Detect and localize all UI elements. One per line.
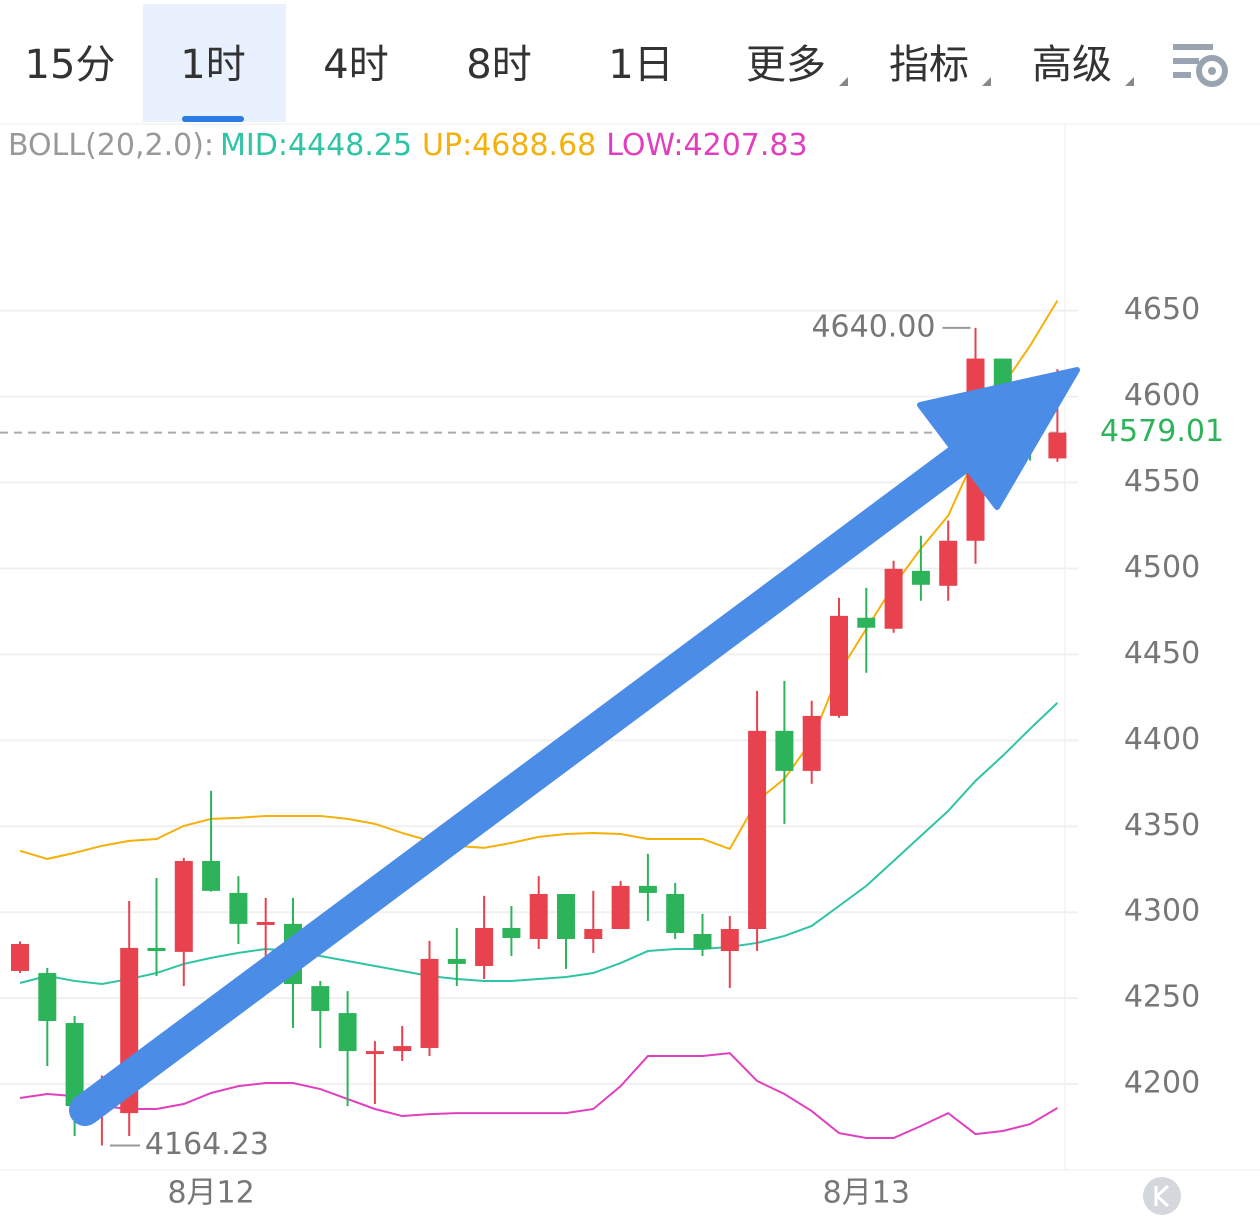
candle-body	[1048, 432, 1067, 459]
y-tick-label: 4200	[1124, 1066, 1200, 1101]
y-tick-label: 4450	[1124, 636, 1200, 671]
candle-body	[693, 934, 712, 949]
dropdown-caret	[1125, 77, 1134, 86]
tab[interactable]: 1日	[608, 42, 673, 88]
candle-body	[611, 885, 630, 930]
toolbar: 15分 1时 4时 8时 1日 更多 指标 高级	[25, 4, 1228, 122]
extreme-label: 4640.00	[811, 309, 935, 344]
trend-arrow	[69, 367, 1080, 1126]
candle-body	[557, 893, 575, 939]
settings-icon[interactable]	[1173, 44, 1228, 87]
plot	[0, 300, 1078, 1146]
y-tick-label: 4600	[1124, 378, 1200, 413]
band-mid	[19, 702, 1059, 986]
labels: 4200 4250 4300 4350 4400 4450 4500 4550 4600 4650…	[109, 292, 1260, 1211]
y-tick-label: 4250	[1124, 980, 1200, 1015]
candle-body	[802, 715, 821, 771]
tab[interactable]: 高级	[1032, 42, 1112, 88]
candle-body	[529, 893, 548, 939]
tab[interactable]: 更多	[746, 42, 826, 88]
last-price-bg	[1067, 412, 1260, 453]
candle-body	[338, 1013, 357, 1052]
extreme-label: 4164.23	[145, 1127, 269, 1162]
candle-body	[748, 730, 767, 930]
candle-body	[775, 730, 794, 771]
candle-body	[202, 860, 221, 891]
boll-legend: BOLL(20,2.0): MID:4448.25 UP:4688.68 LOW:42…	[8, 128, 808, 163]
candle-body	[830, 615, 848, 716]
candle-body	[447, 958, 466, 964]
candle-body	[502, 928, 521, 938]
tab[interactable]: 8时	[466, 42, 531, 88]
candle-body	[147, 947, 166, 952]
dropdown-caret	[982, 77, 991, 86]
candle-body	[993, 358, 1012, 389]
candle-body	[393, 1046, 412, 1052]
legend-label: BOLL(20,2.0):	[8, 128, 214, 163]
tab[interactable]: 指标	[889, 42, 969, 88]
candle-body	[666, 893, 685, 933]
y-tick-label: 4400	[1124, 722, 1200, 757]
scroll-button[interactable]	[1143, 1177, 1181, 1215]
legend-mid: MID:4448.25	[220, 128, 412, 163]
band-up	[19, 300, 1059, 860]
y-tick-label: 4650	[1124, 292, 1200, 327]
tab[interactable]: 1时	[180, 42, 245, 88]
candle-body	[65, 1023, 84, 1107]
candle-body	[229, 892, 248, 924]
candle-body	[939, 540, 958, 586]
dropdown-caret	[839, 77, 848, 86]
candle-body	[11, 943, 29, 971]
candle-body	[584, 929, 603, 939]
candle-body	[38, 973, 57, 1021]
selected-tab-bg	[143, 4, 286, 122]
candle-body	[857, 617, 876, 628]
y-tick-label: 4550	[1124, 464, 1200, 499]
candle-body	[884, 568, 903, 629]
y-tick-label: 4500	[1124, 550, 1200, 585]
candle-body	[311, 986, 330, 1012]
y-tick-label: 4350	[1124, 808, 1200, 843]
selected-tab-bar	[182, 116, 244, 122]
candle-body	[365, 1051, 384, 1055]
candle-body	[638, 885, 657, 893]
candle-body	[720, 929, 739, 952]
candle-body	[475, 928, 494, 966]
candle-body	[911, 570, 930, 585]
legend-up: UP:4688.68	[422, 128, 596, 163]
x-tick-label: 8月13	[823, 1176, 910, 1211]
x-tick-label: 8月12	[167, 1176, 254, 1211]
y-tick-label: 4300	[1124, 894, 1200, 929]
band-low	[19, 1052, 1058, 1140]
candle-body	[420, 958, 439, 1048]
tab[interactable]: 15分	[25, 42, 116, 88]
tab[interactable]: 4时	[323, 42, 388, 88]
last-price-label: 4579.01	[1100, 414, 1224, 449]
legend-low: LOW:4207.83	[606, 128, 807, 163]
candle-body	[174, 860, 193, 952]
candle-body	[256, 921, 275, 925]
